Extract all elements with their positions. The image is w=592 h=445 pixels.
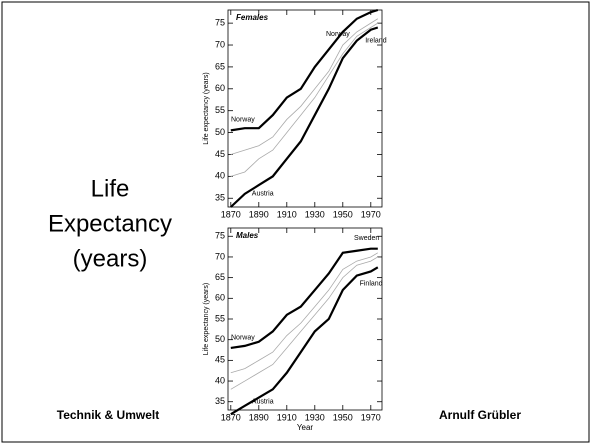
chart-title: Males: [236, 231, 259, 240]
x-tick-label: 1930: [305, 209, 325, 219]
y-tick-label: 60: [215, 83, 225, 93]
y-tick-label: 45: [215, 149, 225, 159]
series-label: Norway: [231, 116, 255, 123]
annotation: Ireland: [365, 37, 387, 44]
series-label: Austria: [252, 191, 274, 198]
x-tick-label: 1950: [333, 209, 353, 219]
series-label: Austria: [252, 399, 274, 406]
y-axis-label: Life expectancy (years): [203, 283, 210, 355]
x-tick-label: 1950: [333, 412, 353, 422]
y-tick-label: 75: [215, 231, 225, 241]
x-axis-label: Year: [297, 423, 314, 432]
y-tick-label: 50: [215, 127, 225, 137]
y-tick-label: 35: [215, 193, 225, 203]
annotation: Norway: [326, 31, 350, 38]
x-tick-label: 1910: [277, 209, 297, 219]
y-tick-label: 65: [215, 272, 225, 282]
x-tick-label: 1970: [361, 209, 381, 219]
y-tick-label: 70: [215, 251, 225, 261]
y-tick-label: 45: [215, 355, 225, 365]
series-line: [230, 247, 378, 350]
series-line: [230, 26, 379, 208]
y-tick-label: 60: [215, 293, 225, 303]
x-tick-label: 1910: [277, 412, 297, 422]
plot-frame: [227, 9, 383, 208]
footer-right: Arnulf Grübler: [439, 408, 521, 422]
x-tick-label: 1970: [361, 412, 381, 422]
series-label: Norway: [231, 334, 255, 341]
x-tick-label: 1890: [249, 412, 269, 422]
x-tick-label: 1870: [221, 412, 241, 422]
series-line: [230, 256, 379, 390]
x-tick-label: 1870: [221, 209, 241, 219]
y-tick-label: 55: [215, 105, 225, 115]
y-tick-label: 35: [215, 396, 225, 406]
annotation: Finland: [360, 281, 383, 288]
x-tick-label: 1890: [249, 209, 269, 219]
series-line: [230, 266, 379, 416]
series-line: [230, 18, 379, 155]
annotation: Sweden: [354, 235, 379, 242]
y-tick-label: 70: [215, 39, 225, 49]
heading-line: Life: [91, 175, 130, 202]
series-line: [230, 8, 379, 132]
footer-left: Technik & Umwelt: [57, 408, 159, 422]
y-axis-label: Life expectancy (years): [203, 72, 210, 144]
y-tick-label: 65: [215, 61, 225, 71]
y-tick-label: 40: [215, 375, 225, 385]
y-tick-label: 50: [215, 334, 225, 344]
y-tick-label: 40: [215, 171, 225, 181]
chart-title: Females: [236, 13, 269, 22]
series-line: [230, 252, 379, 374]
y-tick-label: 55: [215, 313, 225, 323]
x-tick-label: 1930: [305, 412, 325, 422]
heading-line: (years): [73, 245, 148, 272]
y-tick-label: 75: [215, 18, 225, 28]
series-line: [230, 22, 379, 177]
heading-line: Expectancy: [48, 210, 172, 237]
